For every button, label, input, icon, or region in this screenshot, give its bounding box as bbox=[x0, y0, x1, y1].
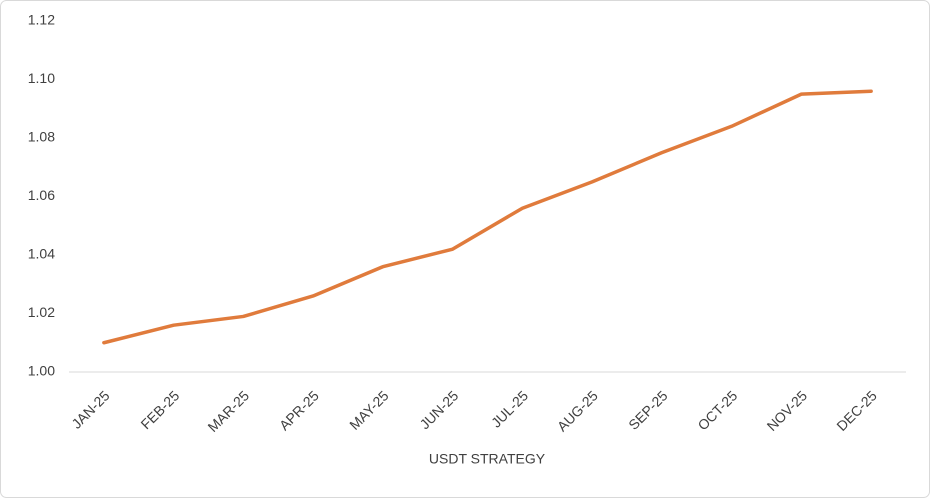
y-tick-label: 1.10 bbox=[28, 70, 55, 86]
y-tick-label: 1.08 bbox=[28, 129, 55, 145]
x-axis-title: USDT STRATEGY bbox=[429, 451, 546, 467]
y-tick-label: 1.12 bbox=[28, 12, 55, 28]
y-tick-label: 1.00 bbox=[28, 363, 55, 379]
y-tick-label: 1.04 bbox=[28, 246, 55, 262]
y-tick-label: 1.06 bbox=[28, 187, 55, 203]
y-tick-label: 1.02 bbox=[28, 304, 55, 320]
data-line bbox=[102, 89, 873, 345]
